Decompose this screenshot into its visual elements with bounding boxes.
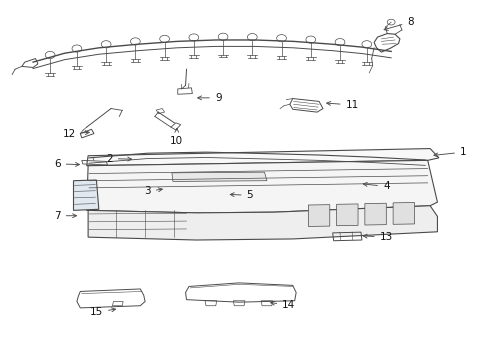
Text: 3: 3 (144, 186, 162, 197)
Text: 15: 15 (90, 307, 116, 317)
Text: 8: 8 (384, 17, 414, 31)
Text: 5: 5 (230, 190, 253, 201)
Text: 2: 2 (106, 154, 132, 163)
Polygon shape (87, 160, 438, 213)
Polygon shape (172, 172, 267, 181)
Text: 11: 11 (327, 100, 359, 110)
Polygon shape (337, 204, 358, 226)
Polygon shape (87, 149, 439, 166)
Polygon shape (88, 206, 438, 240)
Polygon shape (74, 180, 99, 210)
Polygon shape (393, 203, 415, 224)
Text: 1: 1 (434, 147, 466, 157)
Polygon shape (365, 203, 386, 225)
Text: 14: 14 (270, 300, 295, 310)
Polygon shape (308, 204, 330, 226)
Text: 13: 13 (363, 232, 393, 242)
Text: 4: 4 (363, 181, 390, 192)
Text: 6: 6 (54, 159, 79, 169)
Text: 12: 12 (63, 129, 89, 139)
Text: 7: 7 (54, 211, 76, 221)
Text: 10: 10 (170, 129, 183, 146)
Text: 9: 9 (197, 93, 221, 103)
